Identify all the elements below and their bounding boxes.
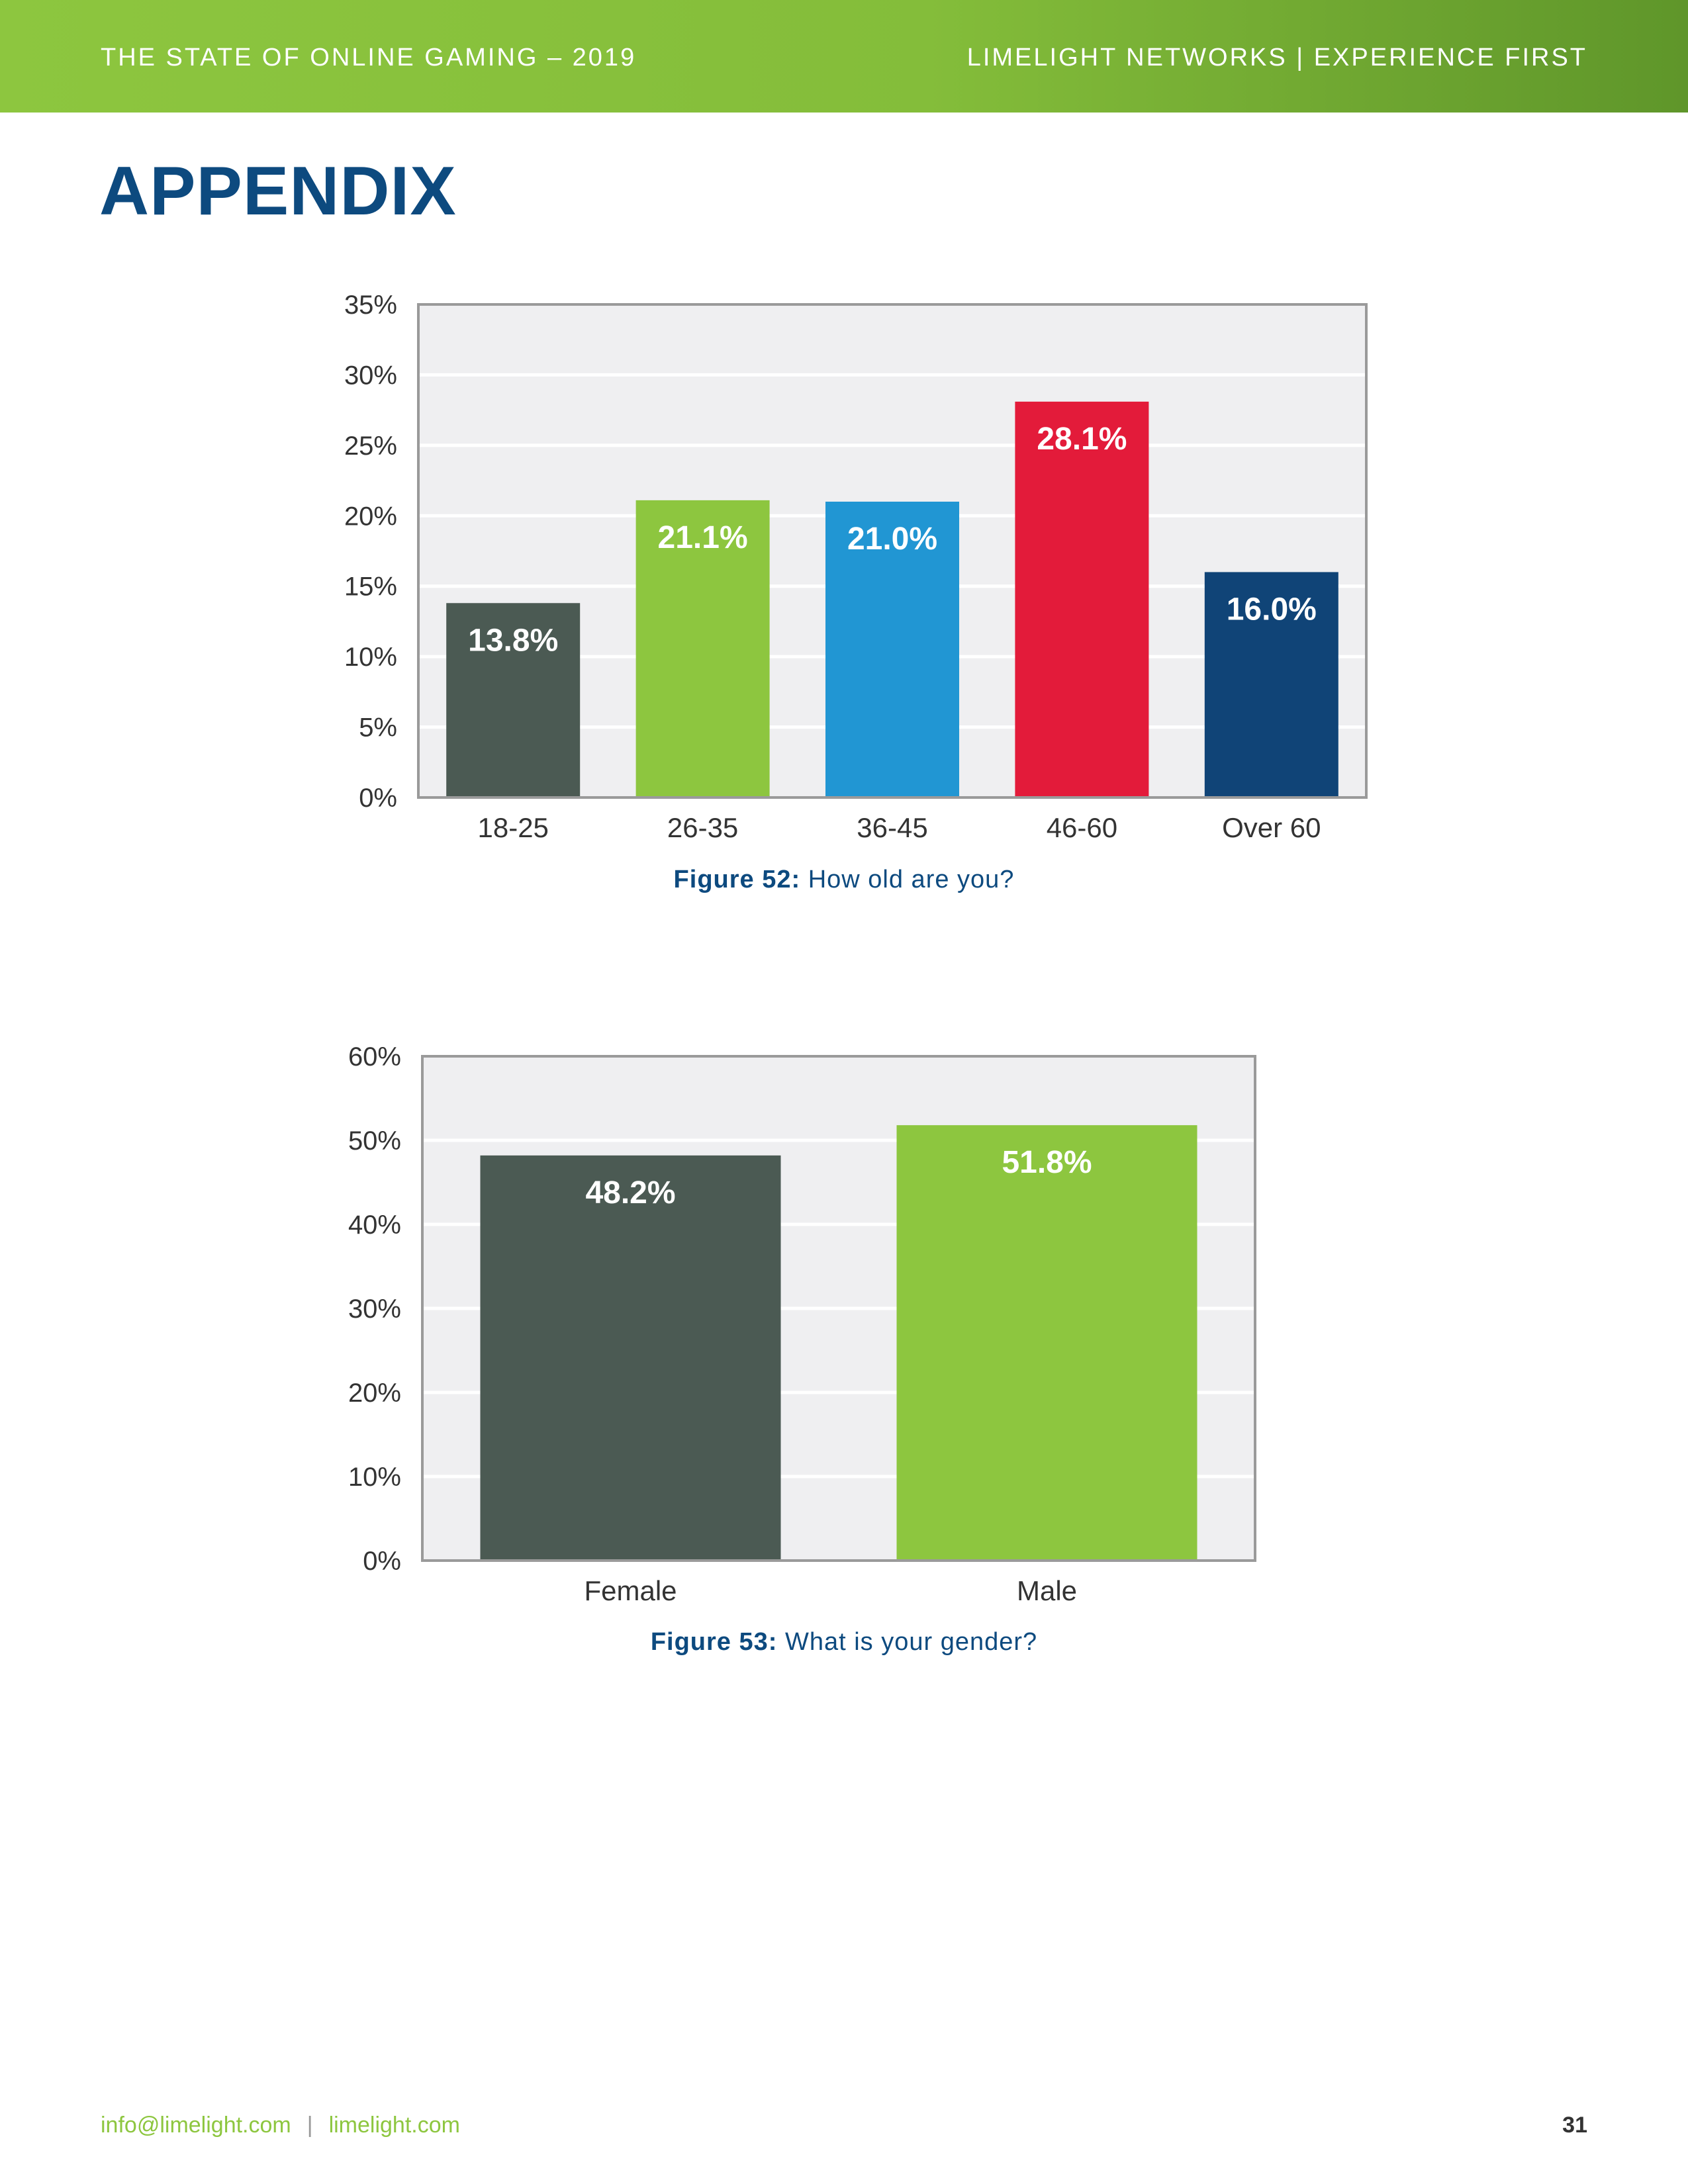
footer-contact: info@limelight.com | limelight.com (101, 2113, 460, 2138)
footer-email-link[interactable]: info@limelight.com (101, 2113, 291, 2138)
age-y-tick-label: 10% (344, 643, 397, 672)
age-category-label: Over 60 (1222, 812, 1321, 843)
age-bar-36-45 (825, 502, 959, 797)
age-category-label: 46-60 (1047, 812, 1117, 843)
gender-bar-male (896, 1125, 1197, 1561)
figure-52-label: Figure 52: (673, 866, 801, 893)
gender-category-label: Male (1017, 1575, 1077, 1606)
page-header: THE STATE OF ONLINE GAMING – 2019 LIMELI… (0, 0, 1688, 113)
age-plot-border (417, 303, 1368, 799)
page-number: 31 (1562, 2113, 1587, 2138)
age-value-label: 13.8% (468, 623, 558, 658)
age-value-label: 21.0% (847, 522, 937, 557)
gender-bar-chart: 0% 10% 20% 30% 40% 50% 60% 48.2% Female 51.8% Male (348, 1042, 1256, 1606)
gender-y-tick-label: 40% (348, 1210, 401, 1240)
age-y-tick-label: 35% (344, 291, 397, 320)
gender-category-label: Female (584, 1575, 677, 1606)
age-bar-chart: 0% 5% 10% 15% 20% 25% 30% 35% 13.8% 18-25 21.1% 26-… (344, 291, 1368, 843)
age-bar-over-60 (1204, 572, 1338, 797)
gender-y-tick-label: 10% (348, 1463, 401, 1492)
age-category-label: 36-45 (857, 812, 927, 843)
figure-52-caption: Figure 52: How old are you? (0, 866, 1688, 894)
age-category-label: 18-25 (477, 812, 548, 843)
gender-value-label: 48.2% (585, 1175, 675, 1210)
age-y-tick-label: 15% (344, 572, 397, 602)
age-y-tick-label: 20% (344, 502, 397, 531)
gender-y-tick-label: 0% (363, 1547, 401, 1576)
age-value-label: 28.1% (1037, 422, 1127, 457)
gender-y-tick-label: 60% (348, 1042, 401, 1071)
footer-separator: | (306, 2113, 313, 2138)
age-bar-18-25 (446, 603, 581, 797)
gender-plot-border (421, 1055, 1256, 1562)
gender-y-tick-label: 30% (348, 1295, 401, 1324)
figure-52-question: How old are you? (800, 866, 1015, 893)
figure-53-label: Figure 53: (650, 1628, 778, 1656)
gender-y-tick-label: 50% (348, 1126, 401, 1156)
age-value-label: 16.0% (1227, 592, 1317, 627)
age-y-tick-label: 30% (344, 361, 397, 390)
figure-53-caption: Figure 53: What is your gender? (0, 1628, 1688, 1657)
gender-bar-female (480, 1155, 781, 1561)
age-y-tick-label: 5% (359, 713, 397, 743)
page-title: APPENDIX (99, 153, 457, 230)
age-value-label: 21.1% (658, 520, 748, 555)
gender-y-tick-label: 20% (348, 1379, 401, 1408)
age-category-label: 26-35 (667, 812, 738, 843)
company-tagline: LIMELIGHT NETWORKS | EXPERIENCE FIRST (966, 44, 1587, 71)
gender-value-label: 51.8% (1002, 1145, 1092, 1180)
footer-website-link[interactable]: limelight.com (328, 2113, 460, 2138)
age-bar-26-35 (635, 500, 770, 797)
age-y-tick-label: 25% (344, 432, 397, 461)
age-y-tick-label: 0% (359, 784, 397, 813)
figure-53-question: What is your gender? (777, 1628, 1038, 1656)
report-title: THE STATE OF ONLINE GAMING – 2019 (101, 44, 637, 71)
age-bar-46-60 (1015, 401, 1149, 797)
